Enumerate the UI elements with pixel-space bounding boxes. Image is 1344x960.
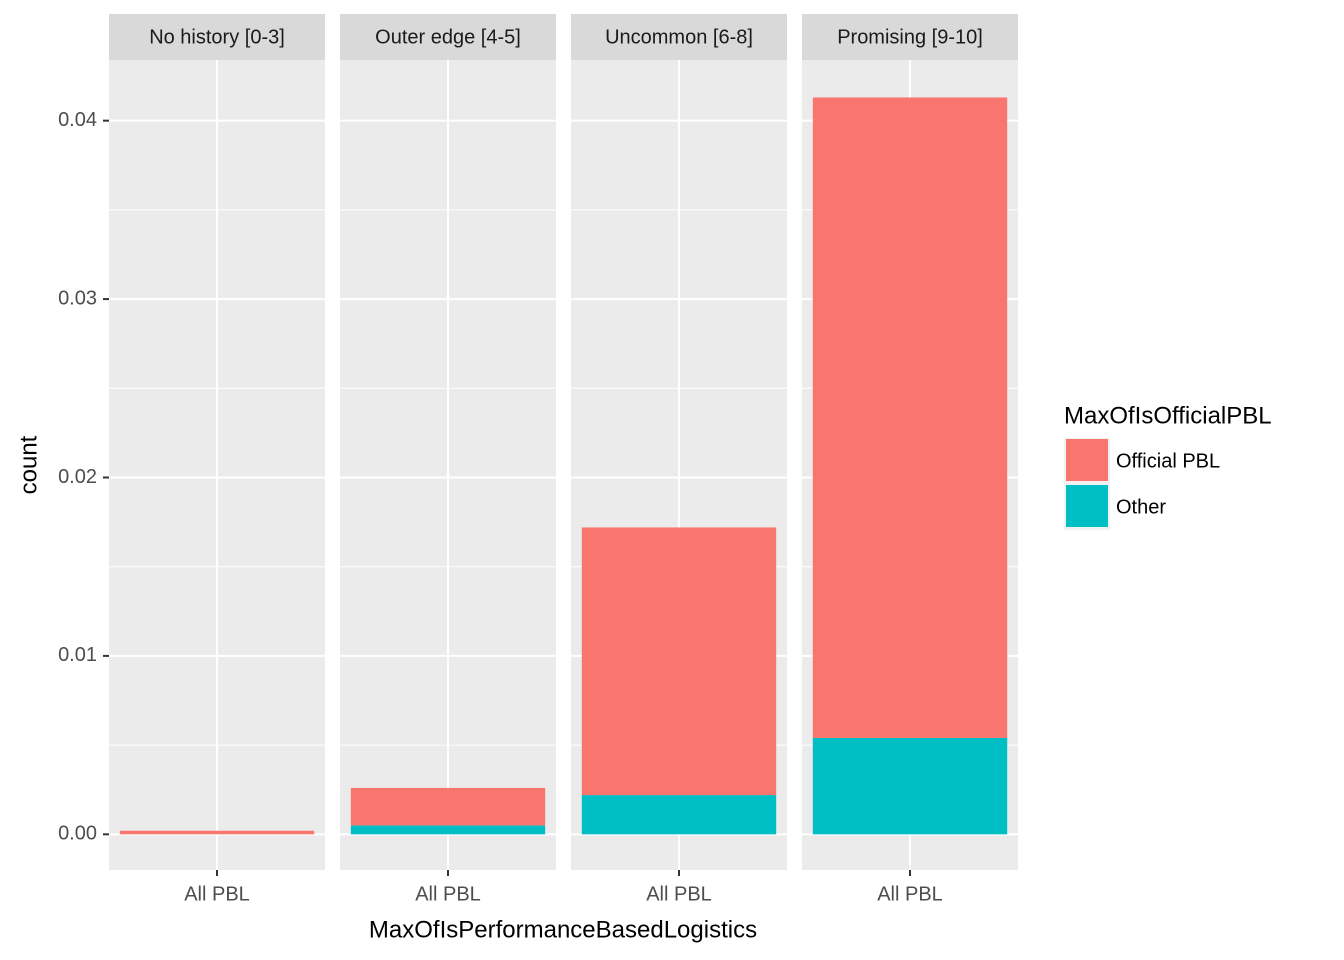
y-tick-label: 0.03 — [58, 287, 97, 309]
bar-segment — [350, 787, 546, 826]
strip-label: Promising [9-10] — [837, 26, 983, 48]
x-axis-title: MaxOfIsPerformanceBasedLogistics — [369, 916, 757, 943]
x-tick-label: All PBL — [877, 883, 943, 905]
legend-label: Official PBL — [1116, 450, 1220, 472]
legend-key — [1066, 439, 1108, 481]
legend-title: MaxOfIsOfficialPBL — [1064, 402, 1272, 429]
strip-background — [340, 14, 556, 60]
strip-label: Outer edge [4-5] — [375, 26, 521, 48]
y-tick-label: 0.02 — [58, 466, 97, 488]
strip-label: No history [0-3] — [149, 26, 285, 48]
strip-background — [802, 14, 1018, 60]
x-tick-label: All PBL — [184, 883, 250, 905]
y-tick-label: 0.01 — [58, 644, 97, 666]
bar-segment — [812, 97, 1008, 738]
legend-key — [1066, 485, 1108, 527]
bar-segment — [581, 795, 777, 835]
bar-segment — [119, 830, 315, 835]
bar-segment — [581, 527, 777, 796]
strip-background — [571, 14, 787, 60]
strip-label: Uncommon [6-8] — [605, 26, 753, 48]
y-tick-label: 0.00 — [58, 823, 97, 845]
y-tick-label: 0.04 — [58, 109, 97, 131]
x-tick-label: All PBL — [415, 883, 481, 905]
strip-background — [109, 14, 325, 60]
bar-segment — [812, 737, 1008, 835]
legend-label: Other — [1116, 496, 1166, 518]
y-axis-title: count — [15, 435, 42, 494]
bar-segment — [350, 825, 546, 835]
x-tick-label: All PBL — [646, 883, 712, 905]
